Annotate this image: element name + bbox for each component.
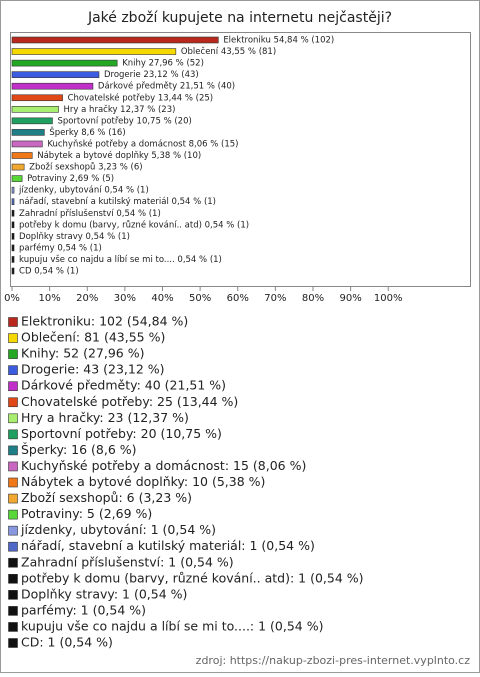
legend-swatch bbox=[8, 541, 18, 552]
x-tick-label: 40% bbox=[151, 293, 173, 304]
legend-label: jízdenky, ubytování: 1 (0,54 %) bbox=[20, 522, 216, 537]
bar-label: kupuju vše co najdu a líbí se mi to.... … bbox=[19, 254, 222, 265]
legend-label: Doplňky stravy: 1 (0,54 %) bbox=[21, 586, 187, 601]
x-tick-label: 90% bbox=[339, 293, 361, 304]
legend-label: parfémy: 1 (0,54 %) bbox=[21, 602, 146, 617]
legend-swatch bbox=[8, 349, 18, 359]
legend-label: nářadí, stavební a kutilský materiál: 1 … bbox=[21, 538, 315, 553]
bar bbox=[11, 221, 15, 229]
source: zdroj: https://nakup-zbozi-pres-internet… bbox=[196, 654, 471, 667]
legend-label: Nábytek a bytové doplňky: 10 (5,38 %) bbox=[21, 474, 265, 489]
bar-label: Dárkové předměty 21,51 % (40) bbox=[98, 81, 235, 92]
bar-label: Drogerie 23,12 % (43) bbox=[104, 70, 199, 80]
bar bbox=[11, 267, 15, 275]
bar bbox=[11, 152, 33, 159]
bar-label: Šperky 8,6 % (16) bbox=[49, 126, 125, 138]
bar-label: parfémy 0,54 % (1) bbox=[19, 242, 102, 253]
chart-title: Jaké zboží kupujete na internetu nejčast… bbox=[87, 10, 392, 26]
legend-swatch bbox=[8, 397, 18, 408]
legend-swatch bbox=[8, 445, 18, 456]
bar-label: nářadí, stavební a kutilský materiál 0,5… bbox=[19, 197, 216, 207]
x-tick-label: 20% bbox=[76, 293, 98, 304]
legend-swatch bbox=[8, 365, 18, 375]
legend-swatch bbox=[8, 317, 18, 327]
legend-swatch bbox=[8, 638, 18, 648]
bar-label: Zahradní příslušenství 0,54 % (1) bbox=[19, 208, 161, 219]
x-tick-label: 10% bbox=[39, 293, 61, 304]
legend-label: Dárkové předměty: 40 (21,51 %) bbox=[21, 378, 226, 393]
legend-label: Elektroniku: 102 (54,84 %) bbox=[21, 314, 188, 329]
x-tick-label: 30% bbox=[114, 293, 136, 304]
x-tick-label: 60% bbox=[227, 293, 249, 304]
bar bbox=[11, 59, 118, 67]
bar bbox=[11, 129, 45, 136]
legend-label: Hry a hračky: 23 (12,37 %) bbox=[21, 410, 189, 425]
bar bbox=[11, 186, 15, 194]
legend-label: CD: 1 (0,54 %) bbox=[21, 635, 113, 650]
legend-swatch bbox=[8, 413, 18, 424]
legend-label: Potraviny: 5 (2,69 %) bbox=[21, 506, 152, 521]
legend-swatch bbox=[8, 622, 18, 632]
legend-label: potřeby k domu (barvy, různé kování.. at… bbox=[21, 570, 364, 585]
bar-label: Kuchyňské potřeby a domácnost 8,06 % (15… bbox=[47, 138, 238, 149]
legend-label: Knihy: 52 (27,96 %) bbox=[21, 346, 144, 361]
bar-label: potřeby k domu (barvy, různé kování.. at… bbox=[19, 219, 249, 230]
legend-label: Sportovní potřeby: 20 (10,75 %) bbox=[21, 426, 222, 441]
bar bbox=[11, 48, 177, 55]
legend-swatch bbox=[8, 509, 18, 520]
x-tick-label: 50% bbox=[189, 293, 211, 304]
legend-label: Kuchyňské potřeby a domácnost: 15 (8,06 … bbox=[21, 458, 306, 473]
bar bbox=[11, 117, 53, 125]
bar bbox=[11, 82, 94, 90]
bar-label: Doplňky stravy 0,54 % (1) bbox=[19, 231, 130, 242]
bar-label: Nábytek a bytové doplňky 5,38 % (10) bbox=[37, 150, 201, 161]
bar-label: Potraviny 2,69 % (5) bbox=[27, 174, 114, 184]
legend-swatch bbox=[8, 429, 18, 440]
bar-label: Knihy 27,96 % (52) bbox=[122, 59, 204, 69]
bar bbox=[11, 163, 25, 171]
bar bbox=[11, 209, 15, 217]
bar bbox=[11, 175, 23, 182]
bar-label: jízdenky, ubytování 0,54 % (1) bbox=[18, 186, 149, 196]
bar-label: CD 0,54 % (1) bbox=[19, 267, 79, 277]
legend-swatch bbox=[8, 606, 18, 616]
bar-label: Oblečení 43,55 % (81) bbox=[181, 46, 276, 57]
legend-swatch bbox=[8, 493, 18, 504]
x-tick-label: 80% bbox=[302, 293, 324, 304]
legend-label: Drogerie: 43 (23,12 %) bbox=[21, 362, 165, 377]
bar-label: Hry a hračky 12,37 % (23) bbox=[64, 104, 176, 115]
bar-label: Elektroniku 54,84 % (102) bbox=[223, 36, 334, 46]
bar-label: Chovatelské potřeby 13,44 % (25) bbox=[68, 92, 214, 103]
legend-swatch bbox=[8, 557, 18, 568]
bar bbox=[11, 244, 15, 252]
bar bbox=[11, 71, 100, 78]
x-tick-label: 100% bbox=[374, 293, 403, 304]
legend-swatch bbox=[8, 477, 18, 488]
bar bbox=[11, 198, 15, 205]
legend-label: Zboží sexshopů: 6 (3,23 %) bbox=[21, 490, 192, 505]
x-tick-label: 0% bbox=[4, 293, 20, 304]
bar bbox=[11, 106, 59, 113]
bar-label: Sportovní potřeby 10,75 % (20) bbox=[57, 116, 191, 126]
legend-swatch bbox=[8, 333, 18, 343]
legend-label: Šperky: 16 (8,6 %) bbox=[21, 442, 137, 457]
x-tick-label: 70% bbox=[264, 293, 286, 304]
legend-swatch bbox=[8, 573, 18, 584]
legend-label: Zahradní příslušenství: 1 (0,54 %) bbox=[21, 554, 234, 569]
legend-swatch bbox=[8, 525, 18, 536]
legend-label: Chovatelské potřeby: 25 (13,44 %) bbox=[21, 394, 238, 409]
bar-label: Zboží sexshopů 3,23 % (6) bbox=[29, 162, 142, 173]
legend-swatch bbox=[8, 381, 18, 392]
legend-swatch bbox=[8, 590, 18, 600]
bar bbox=[11, 233, 15, 240]
bar bbox=[11, 256, 15, 263]
legend-label: kupuju vše co najdu a líbí se mi to....:… bbox=[21, 618, 323, 633]
legend-label: Oblečení: 81 (43,55 %) bbox=[21, 330, 165, 345]
legend-swatch bbox=[8, 461, 18, 472]
bar bbox=[11, 140, 43, 148]
bar bbox=[11, 94, 63, 102]
bar bbox=[11, 36, 219, 44]
